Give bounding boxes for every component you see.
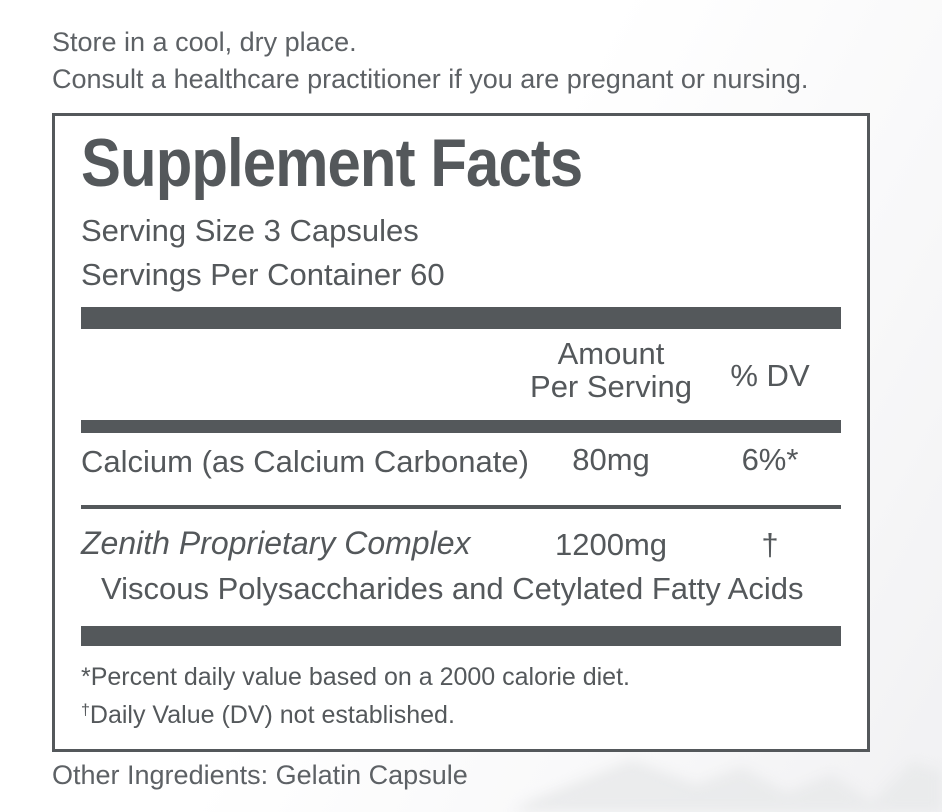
facts-table-header: Amount Per Serving % DV <box>81 329 841 420</box>
footnote-dv-text: Daily Value (DV) not established. <box>89 701 455 729</box>
supplement-facts-title: Supplement Facts <box>81 125 583 201</box>
ingredient-amount: 80mg <box>572 442 650 477</box>
ingredient-amount: 1200mg <box>554 527 668 562</box>
other-ingredients-note: Other Ingredients: Gelatin Capsule <box>52 760 468 790</box>
storage-note-line: Store in a cool, dry place. <box>52 27 357 57</box>
amount-header-line1: Amount <box>557 336 665 371</box>
servings-per-container: Servings Per Container 60 <box>81 257 445 292</box>
ingredient-name: Zenith Proprietary Complex <box>81 525 471 561</box>
dagger-marker: † <box>81 702 90 719</box>
footnote-dv-not-established: †Daily Value (DV) not established. <box>81 694 841 732</box>
thick-divider-top <box>81 307 841 329</box>
thick-divider-header <box>81 420 841 433</box>
serving-size: Serving Size 3 Capsules <box>81 213 419 248</box>
amount-per-serving-header: Amount Per Serving <box>481 337 741 403</box>
ingredient-dv: † <box>761 527 779 562</box>
supplement-facts-content: Supplement Facts Serving Size 3 Capsules… <box>55 128 867 732</box>
footnotes: *Percent daily value based on a 2000 cal… <box>81 661 841 732</box>
amount-header-line2: Per Serving <box>530 369 692 404</box>
thick-divider-bottom <box>81 626 841 646</box>
sub-ingredients: Viscous Polysaccharides and Cetylated Fa… <box>101 571 804 606</box>
row-divider <box>81 505 841 509</box>
percent-dv-header: % DV <box>730 358 810 393</box>
table-row-calcium: Calcium (as Calcium Carbonate) 80mg 6%* <box>81 433 841 505</box>
table-row-proprietary-complex: Zenith Proprietary Complex 1200mg † Visc… <box>81 509 841 626</box>
practitioner-note-line: Consult a healthcare practitioner if you… <box>52 64 809 94</box>
supplement-facts-panel: Supplement Facts Serving Size 3 Capsules… <box>52 113 870 752</box>
serving-info: Serving Size 3 Capsules Servings Per Con… <box>81 209 841 297</box>
footnote-percent-dv: *Percent daily value based on a 2000 cal… <box>81 663 630 691</box>
ingredient-dv: 6%* <box>741 442 799 477</box>
storage-instructions: Store in a cool, dry place. Consult a he… <box>52 24 808 98</box>
ingredient-name: Calcium (as Calcium Carbonate) <box>81 444 529 479</box>
